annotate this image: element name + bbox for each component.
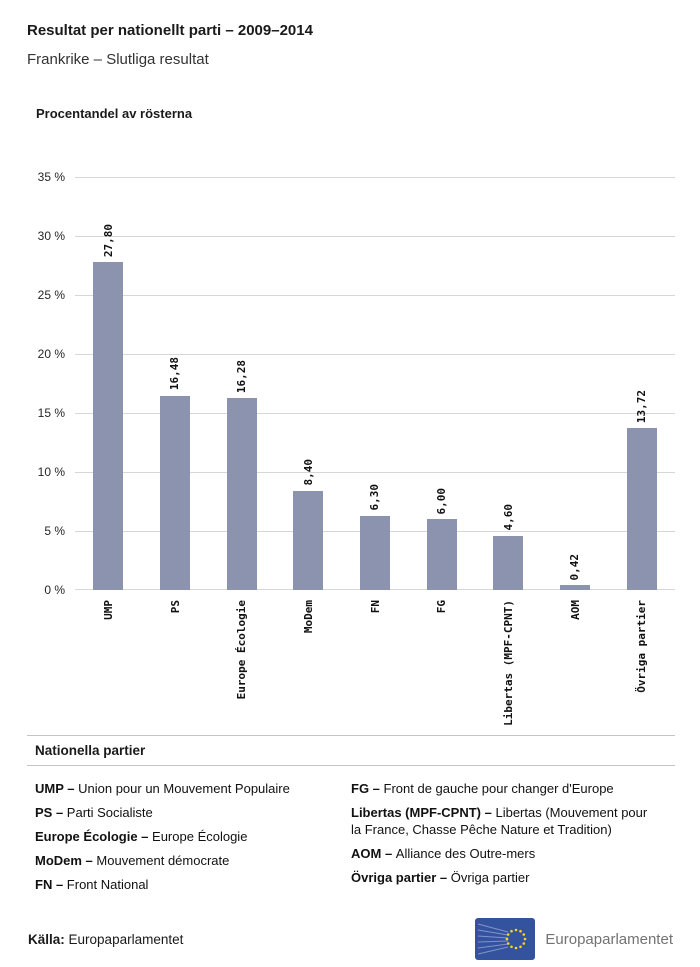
bar-column: 6,00 <box>426 487 457 590</box>
plot-area: 27,80 16,48 16,28 8,40 6,30 6,00 4,60 0,42 13,72 <box>75 177 675 590</box>
legend-entry: PS – Parti Socialiste <box>35 805 153 820</box>
y-axis-tick-label: 10 % <box>37 465 65 479</box>
bar-value-label: 16,48 <box>168 357 182 391</box>
y-axis-tick-label: 0 % <box>44 583 65 597</box>
x-label-slot: Europe Écologie <box>208 590 275 735</box>
x-label-slot: FN <box>342 590 409 735</box>
y-axis-tick-label: 30 % <box>37 229 65 243</box>
gridline <box>75 472 675 473</box>
bar-column: 6,30 <box>359 484 390 590</box>
y-axis-tick-label: 5 % <box>44 524 65 538</box>
bar-value-label: 16,28 <box>235 359 249 393</box>
plot-column: 27,80 16,48 16,28 8,40 6,30 6,00 4,60 0,42 13,72… <box>75 177 675 735</box>
bar <box>226 397 257 590</box>
legend-column: UMP – Union pour un Mouvement Populaire P… <box>35 780 351 900</box>
bars-row: 27,80 16,48 16,28 8,40 6,30 6,00 4,60 0,42 13,72 <box>75 177 675 590</box>
bar-column: 4,60 <box>493 504 524 590</box>
gridline <box>75 236 675 237</box>
gridline <box>75 177 675 178</box>
x-axis-labels: UMP PS Europe Écologie MoDem FN FG Libertas (M… <box>75 590 675 735</box>
page-title: Resultat per nationellt parti – 2009–201… <box>27 22 313 39</box>
bar-column: 16,48 <box>159 357 190 590</box>
x-axis-category-label: FN <box>368 600 382 614</box>
x-axis-category-label: Libertas (MPF-CPNT) <box>501 600 515 726</box>
page-subtitle: Frankrike – Slutliga resultat <box>27 51 209 68</box>
bar <box>359 515 390 590</box>
legend-entry: UMP – Union pour un Mouvement Populaire <box>35 781 290 796</box>
legend-heading: Nationella partier <box>27 735 675 766</box>
legend-columns: UMP – Union pour un Mouvement Populaire P… <box>27 766 675 900</box>
bar-value-label: 6,00 <box>435 487 449 515</box>
legend-entry: Libertas (MPF-CPNT) – Libertas (Mouvemen… <box>351 805 648 837</box>
chart-title: Procentandel av rösterna <box>36 106 193 121</box>
x-axis-category-label: MoDem <box>301 600 315 634</box>
y-axis-tick-label: 35 % <box>37 170 65 184</box>
gridline <box>75 354 675 355</box>
x-label-slot: UMP <box>75 590 142 735</box>
bar <box>159 395 190 590</box>
gridline <box>75 413 675 414</box>
x-axis-category-label: FG <box>435 600 449 614</box>
legend-entry: MoDem – Mouvement démocrate <box>35 853 230 868</box>
logo-text: Europaparlamentet <box>545 930 673 948</box>
bar <box>426 519 457 590</box>
bar-chart: 0 % 5 % 10 % 15 % 20 % 25 % 30 % 35 % 27,80 16,4… <box>27 170 675 735</box>
x-label-slot: PS <box>142 590 209 735</box>
x-axis-category-label: Europe Écologie <box>235 600 249 700</box>
logo-block: Europaparlamentet <box>475 918 673 960</box>
x-label-slot: MoDem <box>275 590 342 735</box>
x-label-slot: Övriga partier <box>608 590 675 735</box>
x-label-slot: FG <box>408 590 475 735</box>
bar-value-label: 4,60 <box>501 504 515 531</box>
x-label-slot: AOM <box>542 590 609 735</box>
bar-column: 16,28 <box>226 359 257 590</box>
x-label-slot: Libertas (MPF-CPNT) <box>475 590 542 735</box>
bar-column: 8,40 <box>293 459 324 590</box>
legend-entry: Europe Écologie – Europe Écologie <box>35 829 248 844</box>
x-axis-category-label: AOM <box>568 600 582 620</box>
y-axis-tick-label: 15 % <box>37 406 65 420</box>
legend-entry: FN – Front National <box>35 877 149 892</box>
legend-entry: Övriga partier – Övriga partier <box>351 870 530 885</box>
source-label: Källa: <box>28 931 65 947</box>
bar-value-label: 27,80 <box>101 223 115 257</box>
legend-entry: AOM – Alliance des Outre-mers <box>351 846 536 861</box>
gridline <box>75 295 675 296</box>
legend-column: FG – Front de gauche pour changer d'Euro… <box>351 780 667 900</box>
y-axis: 0 % 5 % 10 % 15 % 20 % 25 % 30 % 35 % <box>27 170 75 597</box>
bar-column: 0,42 <box>559 553 590 590</box>
bar-column: 27,80 <box>93 223 124 590</box>
bar <box>93 261 124 590</box>
bar <box>493 535 524 590</box>
bar-value-label: 8,40 <box>301 459 315 486</box>
y-axis-tick-label: 20 % <box>37 347 65 361</box>
bar-value-label: 0,42 <box>568 553 582 581</box>
source-value: Europaparlamentet <box>68 931 184 947</box>
x-axis-category-label: Övriga partier <box>635 600 649 693</box>
y-axis-tick-label: 25 % <box>37 288 65 302</box>
footer: Källa: Europaparlamentet <box>27 918 675 960</box>
x-axis-category-label: PS <box>168 600 182 614</box>
legend-section: Nationella partier UMP – Union pour un M… <box>27 735 675 900</box>
european-parliament-logo-icon <box>475 918 536 960</box>
bar-value-label: 6,30 <box>368 484 382 511</box>
x-axis-category-label: UMP <box>101 600 115 620</box>
legend-entry: FG – Front de gauche pour changer d'Euro… <box>351 781 614 796</box>
bar <box>559 585 590 590</box>
source-note: Källa: Europaparlamentet <box>28 932 183 947</box>
bar <box>293 490 324 590</box>
bar <box>626 428 657 590</box>
bar-column: 13,72 <box>626 389 657 590</box>
bar-value-label: 13,72 <box>635 389 649 424</box>
